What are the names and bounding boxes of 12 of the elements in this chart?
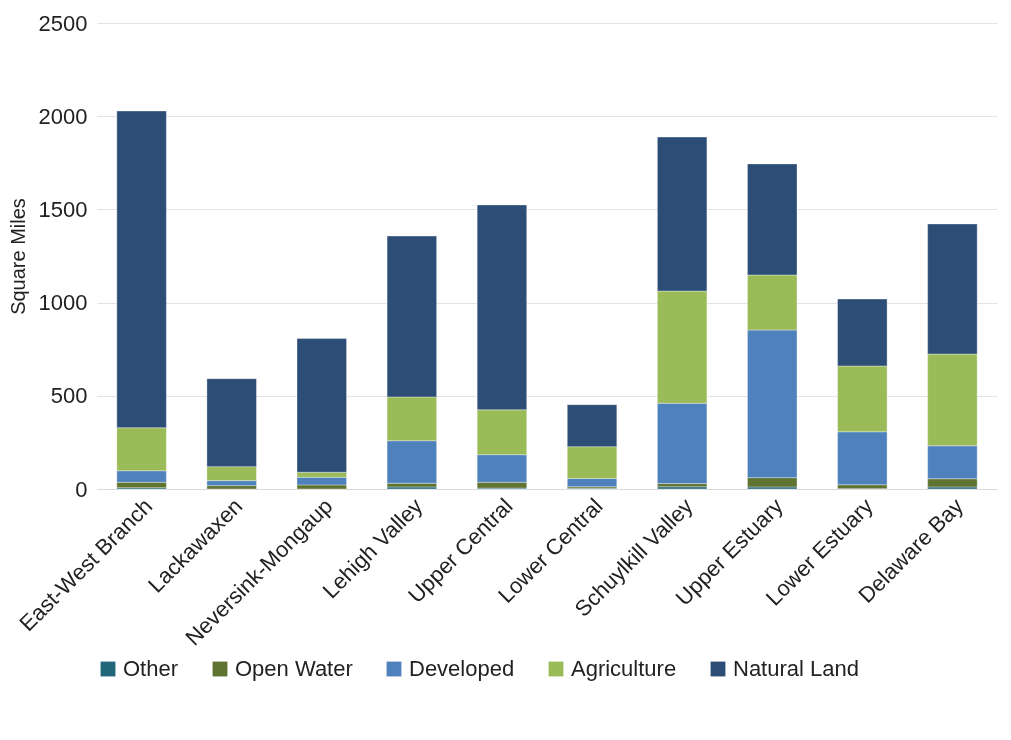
legend-label: Agriculture [571, 656, 677, 681]
legend-label: Open Water [235, 656, 353, 681]
legend-label: Other [123, 656, 179, 681]
y-tick-label: 500 [50, 383, 88, 409]
y-tick-label: 1500 [38, 196, 88, 222]
y-tick-label: 0 [75, 476, 88, 502]
y-tick-label: 2500 [38, 10, 88, 36]
y-tick-label: 2000 [38, 103, 88, 129]
legend-label: Natural Land [733, 656, 859, 681]
y-axis-title: Square Miles [6, 198, 29, 315]
y-tick-label: 1000 [38, 290, 88, 316]
legend-label: Developed [409, 656, 515, 681]
